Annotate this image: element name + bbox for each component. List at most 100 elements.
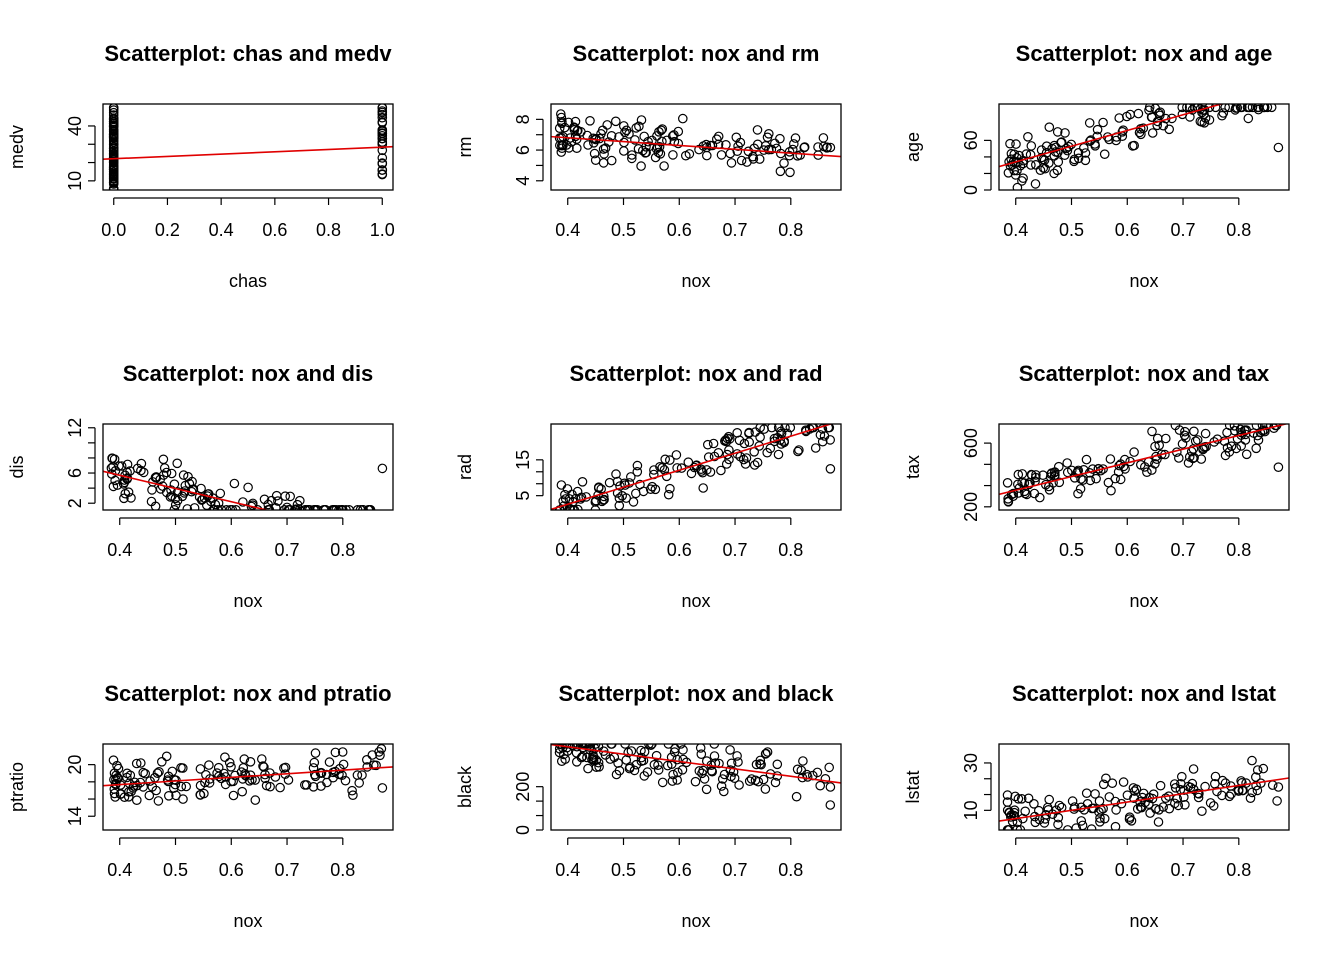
data-point bbox=[734, 435, 745, 446]
data-point bbox=[815, 430, 826, 440]
data-point bbox=[1084, 118, 1095, 128]
x-tick-label: 0.2 bbox=[155, 220, 180, 240]
data-point bbox=[672, 775, 682, 785]
y-tick-label: 20 bbox=[65, 755, 85, 775]
data-point bbox=[810, 443, 821, 453]
data-point bbox=[195, 764, 206, 774]
data-point bbox=[653, 147, 664, 158]
data-point bbox=[585, 116, 595, 126]
data-point bbox=[136, 465, 146, 476]
data-point bbox=[1010, 170, 1021, 180]
data-point bbox=[785, 424, 796, 433]
data-point bbox=[1136, 129, 1146, 140]
data-point bbox=[649, 465, 659, 475]
x-tick-label: 0.5 bbox=[611, 540, 636, 560]
data-point bbox=[182, 504, 193, 510]
x-tick-label: 0.8 bbox=[330, 860, 355, 880]
data-point bbox=[250, 795, 261, 805]
data-point bbox=[708, 438, 719, 449]
data-point bbox=[172, 458, 182, 469]
regression-line bbox=[103, 766, 393, 787]
data-point bbox=[310, 748, 321, 758]
data-point bbox=[1059, 150, 1070, 160]
data-point bbox=[677, 764, 688, 775]
data-point bbox=[672, 767, 683, 778]
data-point bbox=[651, 750, 662, 761]
data-point bbox=[823, 424, 834, 433]
data-point bbox=[1252, 765, 1263, 775]
data-point bbox=[1244, 104, 1255, 113]
y-axis-label: dis bbox=[7, 455, 27, 478]
data-point bbox=[627, 150, 637, 160]
data-point bbox=[636, 745, 646, 756]
data-point bbox=[1007, 816, 1018, 827]
data-point bbox=[618, 121, 629, 131]
data-point bbox=[1017, 176, 1027, 186]
data-point bbox=[138, 467, 149, 478]
data-point bbox=[1231, 443, 1242, 454]
y-axis-label: age bbox=[903, 132, 923, 162]
x-tick-label: 0.8 bbox=[778, 860, 803, 880]
y-axis: 10 40 bbox=[65, 116, 96, 191]
y-tick-label: 8 bbox=[513, 114, 533, 124]
x-tick-label: 0.6 bbox=[1115, 860, 1140, 880]
data-point bbox=[1038, 470, 1048, 480]
data-point bbox=[600, 143, 611, 153]
data-point bbox=[1056, 137, 1067, 147]
data-point bbox=[647, 744, 657, 749]
y-tick-label: 14 bbox=[65, 806, 85, 826]
regression-line bbox=[103, 470, 270, 510]
data-point bbox=[1031, 470, 1041, 480]
data-point bbox=[309, 769, 320, 780]
data-point bbox=[108, 132, 119, 143]
data-point bbox=[577, 476, 588, 487]
data-point bbox=[716, 150, 727, 160]
data-point bbox=[677, 113, 688, 124]
data-point bbox=[1029, 798, 1039, 809]
data-point bbox=[721, 436, 732, 447]
data-point bbox=[554, 744, 565, 749]
x-tick-label: 0.4 bbox=[107, 540, 132, 560]
data-point bbox=[377, 165, 388, 175]
data-point bbox=[1106, 485, 1116, 496]
data-point bbox=[1044, 794, 1054, 805]
data-point bbox=[756, 759, 766, 770]
x-tick-label: 0.5 bbox=[163, 540, 188, 560]
x-tick-label: 0.5 bbox=[611, 860, 636, 880]
data-point bbox=[1251, 424, 1262, 431]
plot-area bbox=[999, 104, 1284, 190]
data-point bbox=[594, 761, 604, 772]
x-tick-label: 0.8 bbox=[778, 540, 803, 560]
y-axis-label: tax bbox=[903, 455, 923, 479]
data-point bbox=[618, 146, 629, 156]
data-point bbox=[1255, 427, 1266, 438]
x-axis: 0.4 0.5 0.6 0.7 0.8 bbox=[107, 517, 355, 560]
data-point bbox=[150, 472, 161, 483]
data-point bbox=[1220, 104, 1230, 113]
plot-frame bbox=[102, 103, 394, 191]
regression-line bbox=[999, 777, 1289, 822]
data-point bbox=[1040, 163, 1050, 174]
data-point bbox=[725, 765, 736, 775]
x-axis: 0.4 0.5 0.6 0.7 0.8 bbox=[555, 197, 803, 240]
data-point bbox=[1026, 469, 1037, 480]
data-point bbox=[1236, 427, 1247, 438]
y-axis-label: lstat bbox=[903, 770, 923, 803]
data-point bbox=[1253, 104, 1264, 115]
data-point bbox=[813, 142, 823, 152]
x-tick-label: 0.4 bbox=[1003, 540, 1028, 560]
data-point bbox=[1023, 793, 1034, 804]
plot-frame bbox=[550, 743, 842, 831]
data-point bbox=[377, 783, 388, 793]
x-axis-label: nox bbox=[1129, 911, 1158, 931]
data-point bbox=[1114, 113, 1124, 123]
data-point bbox=[118, 479, 129, 489]
data-point bbox=[659, 161, 669, 171]
panel-title: Scatterplot: nox and dis bbox=[123, 361, 374, 386]
data-point bbox=[1081, 788, 1092, 798]
data-point bbox=[220, 752, 230, 762]
data-point bbox=[724, 434, 735, 444]
data-point bbox=[667, 776, 678, 786]
data-point bbox=[701, 139, 711, 150]
